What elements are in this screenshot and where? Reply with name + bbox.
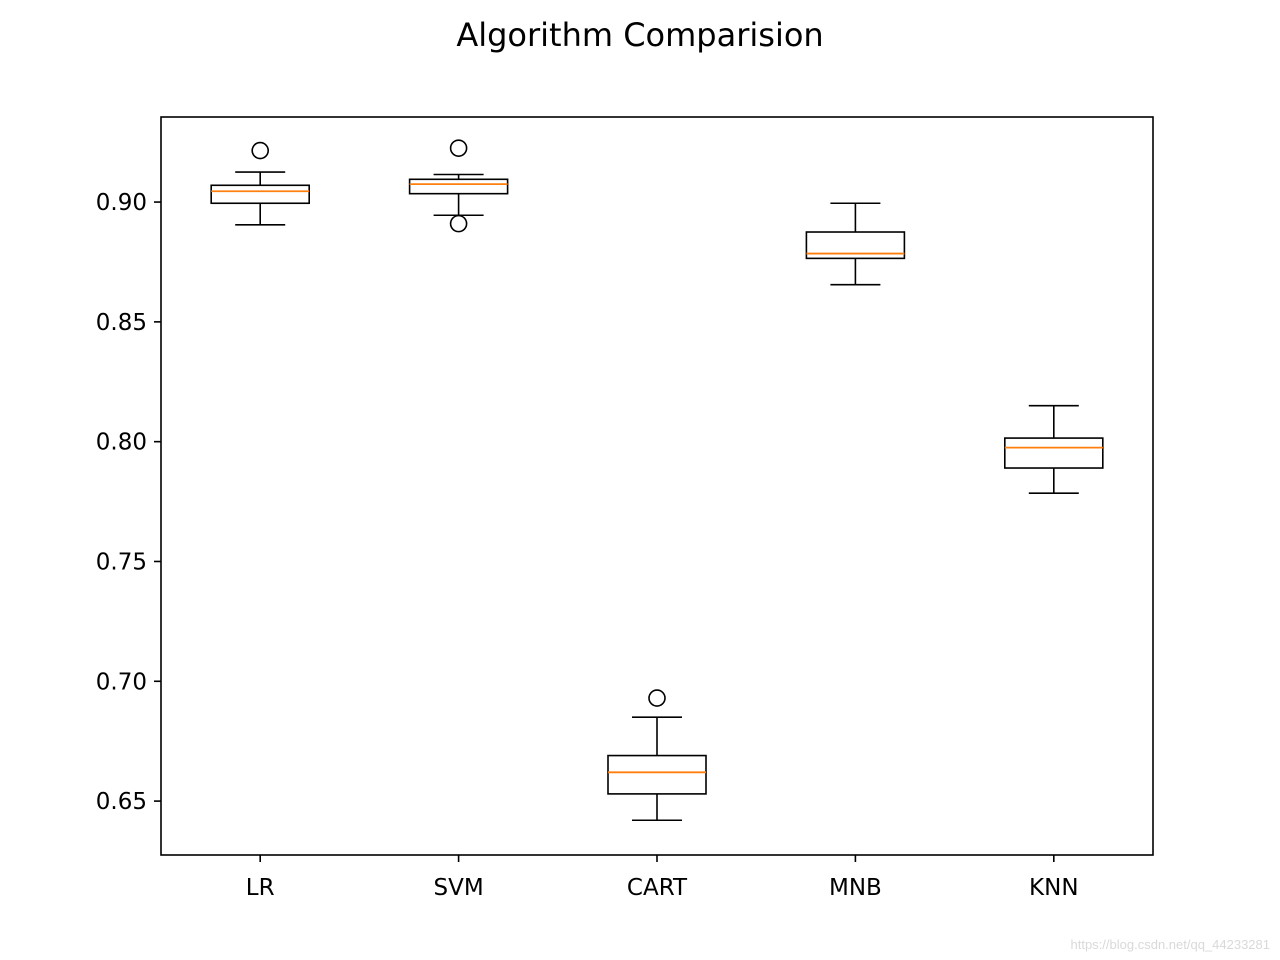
box-mnb (805, 202, 906, 286)
box-lr (210, 141, 310, 226)
x-tick-label: KNN (1029, 875, 1079, 901)
box-svm (408, 139, 509, 233)
outlier-point (251, 141, 270, 160)
outlier-point (449, 214, 468, 233)
y-tick-label: 0.65 (96, 789, 147, 815)
box-iqr (607, 754, 707, 795)
box-cart (607, 689, 707, 822)
x-tick-label: LR (246, 875, 275, 901)
boxes (210, 139, 1104, 822)
outlier-point (648, 689, 666, 707)
x-axis: LR SVM CART MNB KNN (246, 855, 1079, 901)
outlier-point (449, 139, 468, 157)
y-tick-label: 0.80 (96, 430, 147, 456)
watermark: https://blog.csdn.net/qq_44233281 (1070, 937, 1271, 952)
y-tick-label: 0.85 (96, 310, 147, 336)
chart-title: Algorithm Comparision (456, 16, 823, 54)
y-tick-label: 0.90 (96, 190, 147, 216)
y-tick-label: 0.70 (96, 669, 147, 695)
x-tick-label: SVM (434, 875, 484, 901)
x-tick-label: CART (627, 875, 688, 901)
x-tick-label: MNB (829, 875, 882, 901)
box-iqr (805, 231, 906, 260)
box-knn (1003, 404, 1104, 494)
box-iqr (1003, 437, 1104, 469)
box-iqr (210, 184, 310, 205)
y-axis: 0.65 0.70 0.75 0.80 0.85 0.90 (96, 190, 161, 815)
y-tick-label: 0.75 (96, 549, 147, 575)
box-iqr (408, 178, 509, 195)
